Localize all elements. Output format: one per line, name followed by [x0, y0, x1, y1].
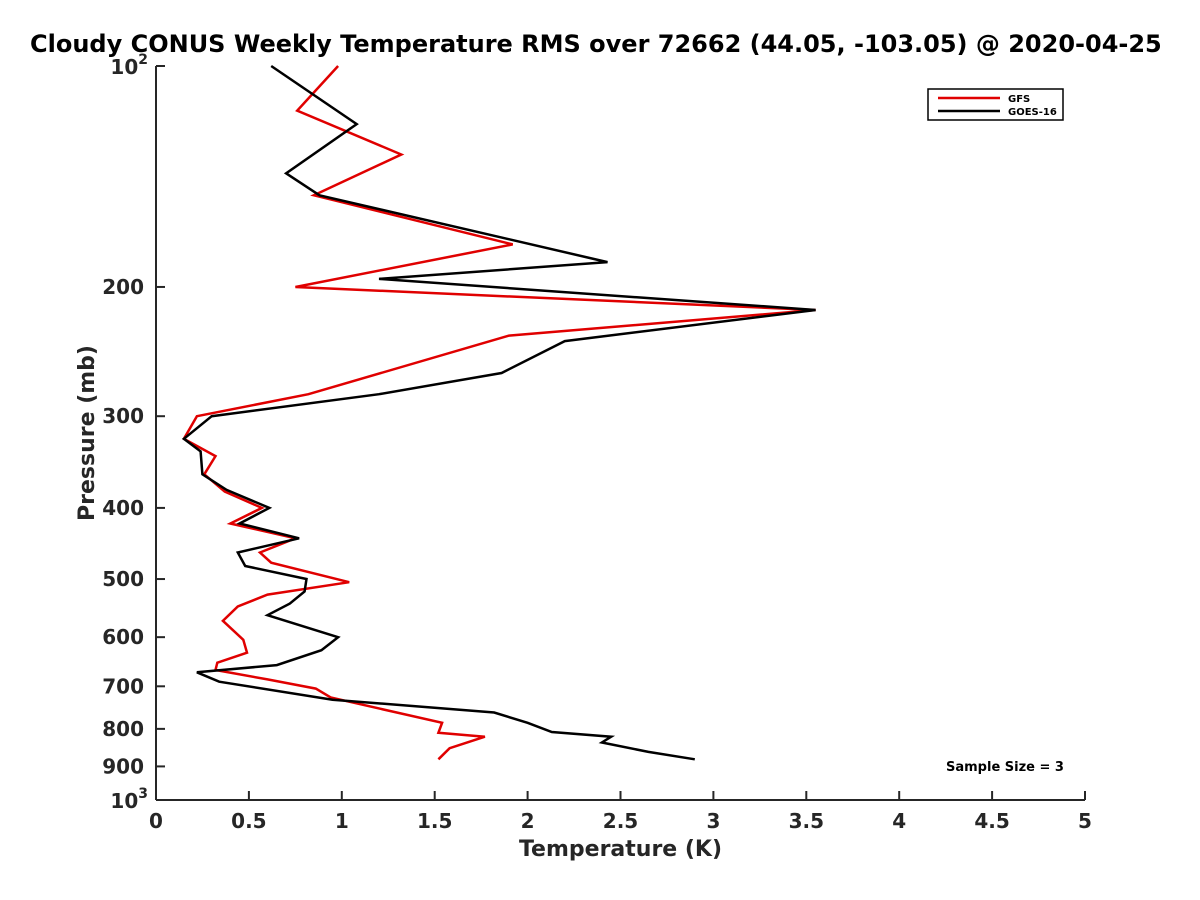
legend-box — [927, 88, 1064, 121]
y-tick-label: 103 — [110, 786, 148, 813]
x-tick-label: 3.5 — [789, 809, 824, 833]
series-line-gfs — [182, 65, 816, 761]
y-tick-exponent: 3 — [138, 786, 148, 802]
x-tick-label: 5 — [1078, 809, 1092, 833]
y-tick-label: 800 — [102, 717, 144, 741]
x-tick-label: 0 — [149, 809, 163, 833]
x-tick-label: 4 — [892, 809, 906, 833]
legend-label-gfs: GFS — [1008, 94, 1030, 105]
y-tick-label: 600 — [102, 625, 144, 649]
y-tick-label: 102 — [110, 52, 148, 79]
chart-title: Cloudy CONUS Weekly Temperature RMS over… — [30, 30, 1162, 58]
y-tick-label: 400 — [102, 496, 144, 520]
x-axis-label: Temperature (K) — [519, 837, 722, 862]
y-tick-label: 200 — [102, 275, 144, 299]
x-tick-label: 0.5 — [231, 809, 266, 833]
y-tick-label: 700 — [102, 674, 144, 698]
y-tick-label: 500 — [102, 567, 144, 591]
y-tick-exponent: 2 — [138, 52, 148, 68]
series-line-goes-16 — [181, 64, 816, 761]
y-tick-base: 10 — [110, 789, 138, 813]
x-tick-label: 1.5 — [417, 809, 452, 833]
y-tick-base: 10 — [110, 55, 138, 79]
sample-size-annotation: Sample Size = 3 — [946, 760, 1064, 775]
x-tick-label: 2.5 — [603, 809, 638, 833]
x-tick-label: 1 — [335, 809, 349, 833]
x-tick-label: 2 — [521, 809, 535, 833]
legend: GFS GOES-16 — [927, 88, 1064, 121]
x-ticks: 0 0.5 1 1.5 2 2.5 3 3.5 4 4.5 5 — [149, 791, 1092, 833]
y-tick-label: 900 — [102, 754, 144, 778]
y-tick-label: 300 — [102, 404, 144, 428]
x-tick-label: 3 — [706, 809, 720, 833]
series — [181, 64, 816, 761]
axes — [155, 66, 1085, 801]
x-tick-label: 4.5 — [974, 809, 1009, 833]
y-axis-label: Pressure (mb) — [75, 345, 100, 521]
legend-label-goes-16: GOES-16 — [1008, 107, 1057, 118]
